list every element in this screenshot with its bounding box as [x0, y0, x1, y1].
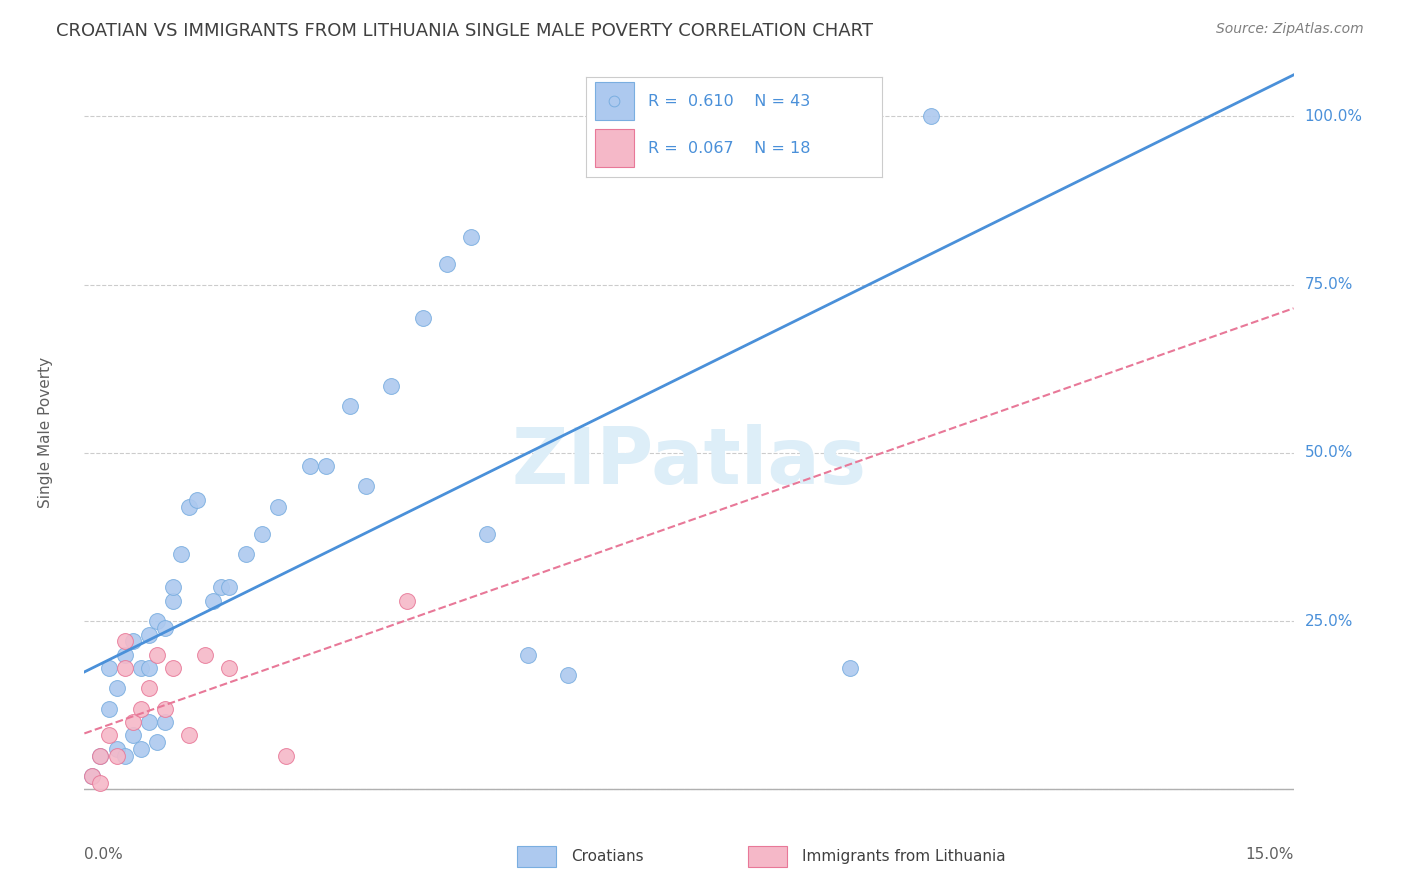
Point [436, 257, 458, 271]
Point [170, 547, 193, 561]
Point [218, 581, 240, 595]
Text: ZIPatlas: ZIPatlas [512, 425, 866, 500]
Point [267, 500, 290, 514]
Point [146, 614, 169, 628]
Point [129, 742, 152, 756]
Point [162, 594, 184, 608]
Point [162, 581, 184, 595]
Point [138, 681, 160, 696]
Text: CROATIAN VS IMMIGRANTS FROM LITHUANIA SINGLE MALE POVERTY CORRELATION CHART: CROATIAN VS IMMIGRANTS FROM LITHUANIA SI… [56, 22, 873, 40]
Point [315, 459, 337, 474]
Point [153, 621, 176, 635]
Point [89, 748, 111, 763]
Point [138, 661, 160, 675]
Point [97, 661, 120, 675]
Text: Croatians: Croatians [571, 849, 644, 863]
Point [82, 769, 104, 783]
Point [105, 748, 128, 763]
Point [121, 634, 143, 648]
Text: Source: ZipAtlas.com: Source: ZipAtlas.com [1216, 22, 1364, 37]
Point [114, 634, 136, 648]
Point [477, 526, 499, 541]
Point [218, 661, 240, 675]
Point [235, 547, 257, 561]
Point [129, 661, 152, 675]
Point [162, 661, 184, 675]
Point [89, 748, 111, 763]
Point [412, 311, 434, 326]
Point [105, 681, 128, 696]
Point [179, 500, 201, 514]
Point [114, 648, 136, 662]
Point [209, 581, 232, 595]
Point [194, 648, 217, 662]
Text: 100.0%: 100.0% [1305, 109, 1362, 124]
Point [299, 459, 322, 474]
Text: 50.0%: 50.0% [1305, 445, 1353, 460]
Point [395, 594, 418, 608]
Bar [517, 846, 555, 867]
Point [153, 701, 176, 715]
Point [356, 479, 378, 493]
Text: Single Male Poverty: Single Male Poverty [38, 357, 53, 508]
Point [460, 230, 482, 244]
Point [179, 729, 201, 743]
Point [186, 492, 208, 507]
Bar [748, 846, 787, 867]
Point [105, 742, 128, 756]
Point [114, 748, 136, 763]
Point [129, 701, 152, 715]
Point [839, 661, 862, 675]
Point [380, 378, 402, 392]
Point [97, 729, 120, 743]
Text: 25.0%: 25.0% [1305, 614, 1353, 629]
Point [202, 594, 225, 608]
Point [146, 648, 169, 662]
Point [121, 714, 143, 729]
Text: 75.0%: 75.0% [1305, 277, 1353, 292]
Point [114, 661, 136, 675]
Point [153, 714, 176, 729]
Point [146, 735, 169, 749]
Text: 15.0%: 15.0% [1246, 847, 1294, 863]
Point [557, 668, 579, 682]
Point [274, 748, 297, 763]
Point [920, 109, 942, 123]
Point [138, 627, 160, 641]
Point [121, 729, 143, 743]
Point [339, 399, 361, 413]
Point [89, 775, 111, 789]
Point [516, 648, 538, 662]
Point [250, 526, 273, 541]
Point [138, 714, 160, 729]
Text: Immigrants from Lithuania: Immigrants from Lithuania [801, 849, 1005, 863]
Text: 0.0%: 0.0% [84, 847, 124, 863]
Point [97, 701, 120, 715]
Point [82, 769, 104, 783]
